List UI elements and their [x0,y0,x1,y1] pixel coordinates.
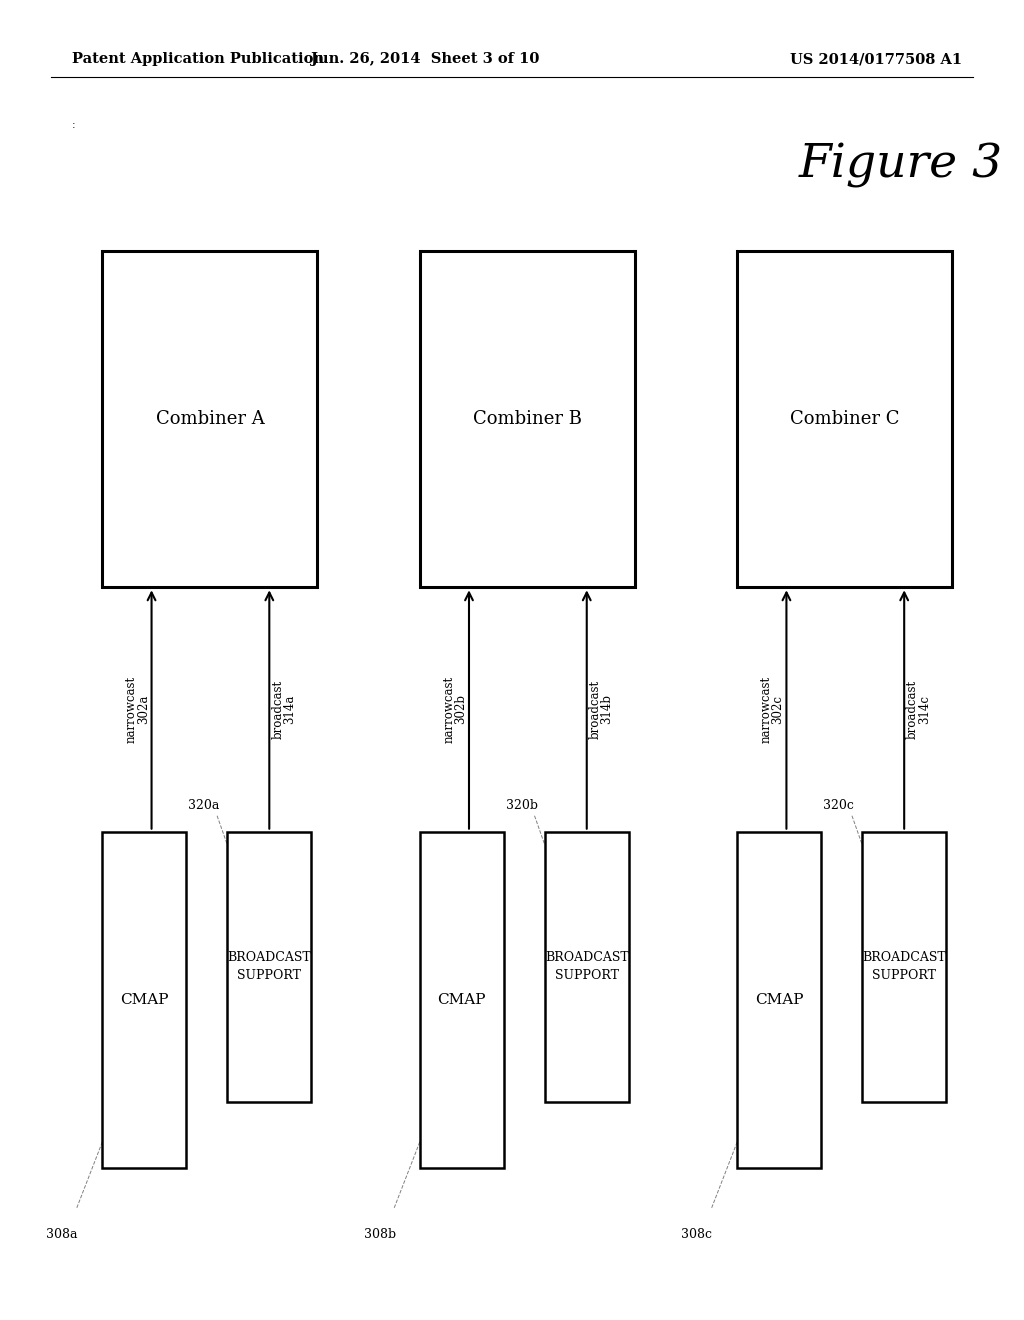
Text: narrowcast
302c: narrowcast 302c [760,676,784,743]
Text: Combiner C: Combiner C [791,411,899,428]
Bar [102,251,317,587]
Bar [737,251,952,587]
Bar [420,832,504,1168]
Text: broadcast
314b: broadcast 314b [589,680,613,739]
Text: :: : [72,120,76,131]
Text: Combiner B: Combiner B [473,411,582,428]
Text: Jun. 26, 2014  Sheet 3 of 10: Jun. 26, 2014 Sheet 3 of 10 [310,53,540,66]
Text: CMAP: CMAP [755,993,804,1007]
Text: narrowcast
302a: narrowcast 302a [125,676,150,743]
Text: narrowcast
302b: narrowcast 302b [442,676,467,743]
Text: 320c: 320c [823,799,854,812]
Text: BROADCAST
SUPPORT: BROADCAST SUPPORT [862,952,946,982]
Text: US 2014/0177508 A1: US 2014/0177508 A1 [791,53,963,66]
Text: CMAP: CMAP [437,993,486,1007]
Text: broadcast
314a: broadcast 314a [271,680,296,739]
Text: BROADCAST
SUPPORT: BROADCAST SUPPORT [545,952,629,982]
Text: broadcast
314c: broadcast 314c [906,680,931,739]
Text: Patent Application Publication: Patent Application Publication [72,53,324,66]
Bar [737,832,821,1168]
Text: Figure 3: Figure 3 [799,143,1004,187]
Text: Combiner A: Combiner A [156,411,264,428]
Text: BROADCAST
SUPPORT: BROADCAST SUPPORT [227,952,311,982]
Text: CMAP: CMAP [120,993,169,1007]
Bar [545,832,629,1102]
Bar [102,832,186,1168]
Bar [420,251,635,587]
Text: 308b: 308b [364,1228,395,1241]
Text: 308c: 308c [681,1228,712,1241]
Text: 308a: 308a [46,1228,78,1241]
Text: 320b: 320b [506,799,538,812]
Text: 320a: 320a [188,799,220,812]
Bar [227,832,311,1102]
Bar [862,832,946,1102]
